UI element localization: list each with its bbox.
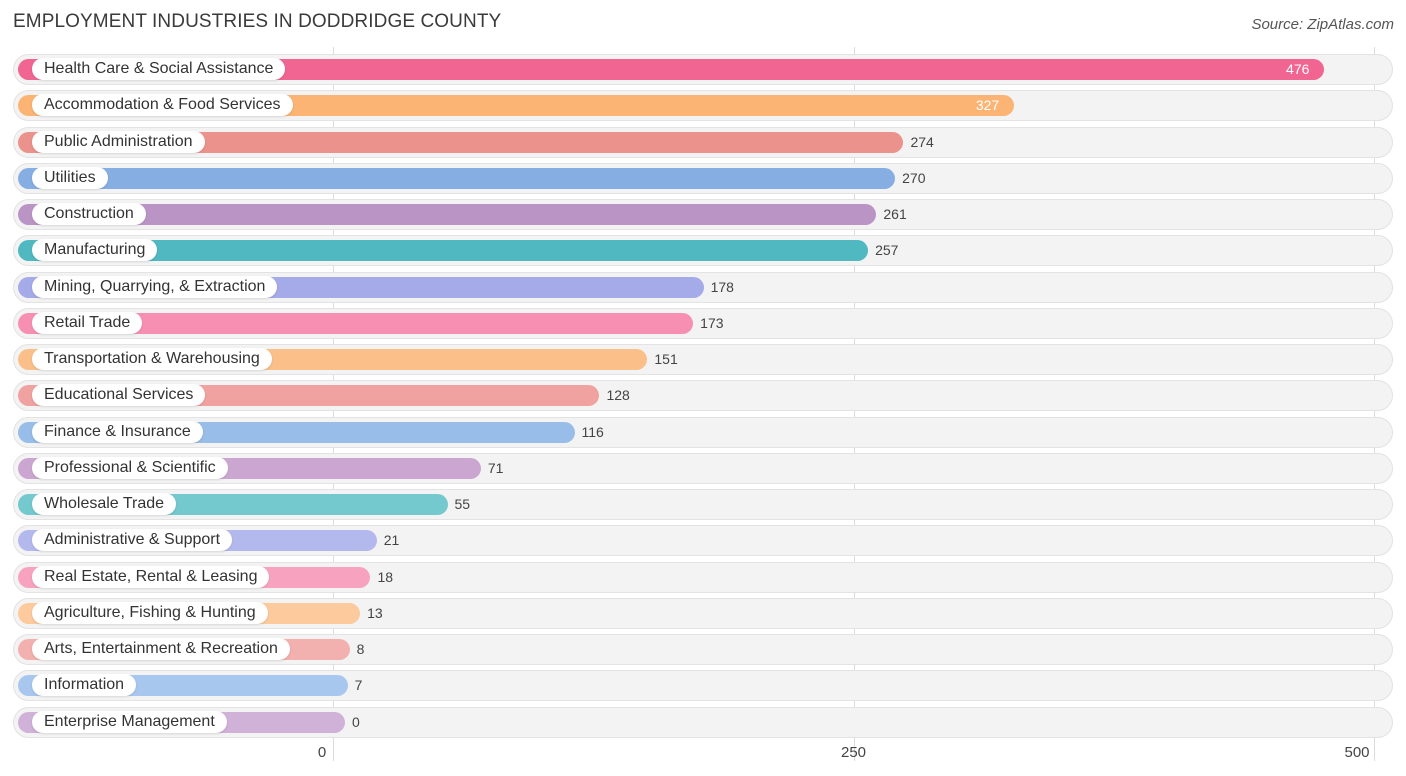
category-label: Administrative & Support: [32, 529, 233, 552]
bar: [18, 312, 694, 334]
x-tick-label: 0: [317, 744, 327, 761]
category-label: Wholesale Trade: [32, 493, 177, 515]
value-label: 116: [581, 423, 604, 440]
category-label: Retail Trade: [32, 311, 143, 334]
category-label: Utilities: [32, 166, 108, 189]
value-label: 151: [654, 351, 678, 367]
category-label: Agriculture, Fishing & Hunting: [32, 601, 268, 624]
value-label: 0: [352, 713, 360, 730]
value-label: 257: [875, 242, 899, 259]
category-label: Professional & Scientific: [32, 456, 228, 479]
chart-title: EMPLOYMENT INDUSTRIES IN DODDRIDGE COUNT…: [13, 11, 502, 32]
bar: [18, 59, 1325, 80]
value-label: 173: [700, 314, 724, 331]
value-label: 55: [454, 496, 471, 512]
bar: [18, 167, 896, 189]
x-tick-label: 250: [840, 744, 867, 761]
bar: [18, 204, 877, 225]
bar: [18, 240, 869, 262]
category-label: Real Estate, Rental & Leasing: [32, 565, 270, 588]
category-label: Arts, Entertainment & Recreation: [32, 638, 290, 660]
value-label: 476: [1286, 61, 1310, 77]
value-label: 327: [975, 97, 1000, 114]
bar: [18, 131, 904, 153]
value-label: 270: [902, 169, 926, 186]
value-label: 274: [910, 133, 934, 150]
value-label: 7: [354, 677, 363, 694]
category-label: Public Administration: [32, 130, 205, 153]
category-label: Mining, Quarrying, & Extraction: [32, 275, 278, 298]
category-label: Enterprise Management: [32, 710, 227, 733]
value-label: 128: [606, 387, 630, 404]
category-label: Construction: [32, 203, 146, 225]
category-label: Educational Services: [32, 384, 206, 407]
category-label: Information: [32, 674, 137, 697]
x-tick-label: 500: [1344, 744, 1370, 761]
category-label: Manufacturing: [32, 239, 158, 262]
chart-source: Source: ZipAtlas.com: [1251, 16, 1394, 33]
category-label: Accommodation & Food Services: [32, 94, 293, 117]
value-label: 13: [367, 604, 383, 621]
category-label: Finance & Insurance: [32, 420, 203, 443]
value-label: 178: [710, 278, 734, 295]
category-label: Health Care & Social Assistance: [32, 58, 286, 80]
category-label: Transportation & Warehousing: [32, 348, 272, 370]
value-label: 261: [883, 206, 907, 222]
value-label: 8: [356, 641, 365, 657]
value-label: 21: [383, 532, 400, 549]
value-label: 71: [487, 459, 504, 476]
value-label: 18: [377, 568, 394, 585]
